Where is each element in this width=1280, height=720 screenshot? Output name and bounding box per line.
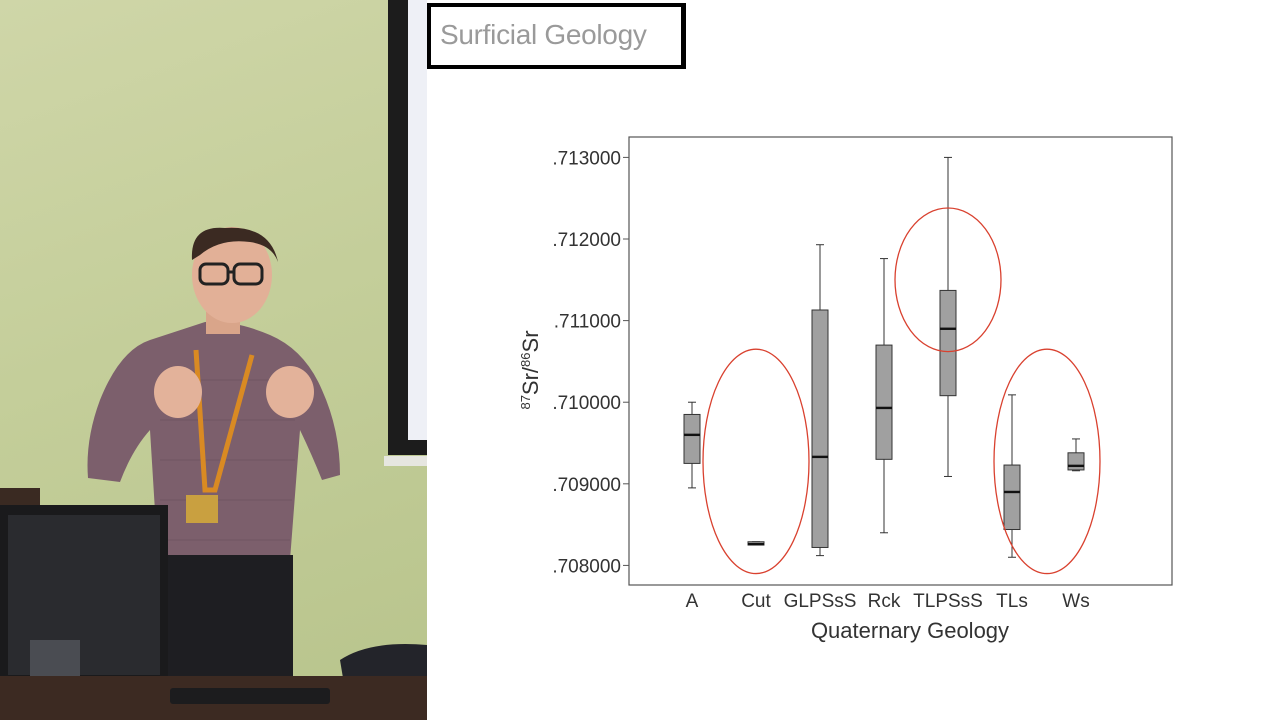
box-series (683, 156, 1085, 558)
iqr-box (683, 413, 701, 464)
x-tick-label: A (686, 591, 699, 612)
x-axis-labels: A Cut GLPSsS Rck TLPSsS TLs Ws (686, 591, 1090, 612)
y-tick-label: .708000 (552, 556, 621, 577)
box-tlpsss (939, 156, 957, 477)
y-axis-title-sup2: 86 (518, 352, 533, 366)
iqr-box (811, 309, 829, 548)
speaker-video-panel (0, 0, 427, 720)
box-glpsss (811, 244, 829, 557)
projection-screen-surface (408, 0, 427, 440)
plot-area-frame (628, 136, 1173, 586)
y-tick-label: .711000 (554, 312, 621, 333)
highlight-ellipses (702, 207, 1101, 575)
y-axis-title: 87Sr/86Sr (518, 330, 543, 409)
iqr-box (1003, 464, 1021, 531)
y-tick-label: .709000 (552, 475, 621, 496)
screen-bracket (384, 456, 427, 466)
x-axis-title: Quaternary Geology (811, 618, 1009, 643)
highlight-ellipse-cut (702, 348, 810, 575)
x-tick-label: Rck (868, 591, 901, 612)
y-tick-label: .710000 (552, 393, 621, 414)
y-axis-title-sup1: 87 (518, 395, 533, 409)
iqr-box (875, 344, 893, 460)
y-axis-title-main2: Sr (518, 330, 543, 352)
box-a (683, 401, 701, 489)
y-tick-label: .712000 (552, 230, 621, 251)
x-tick-label: GLPSsS (784, 591, 857, 612)
slide-title-box: Surficial Geology (427, 3, 686, 69)
highlight-ellipse-tls (993, 348, 1101, 575)
box-tls (1003, 394, 1021, 558)
box-cut (747, 541, 765, 546)
boxplot-chart: .708000 .709000 .710000 .711000 .712000 .7130… (518, 136, 1173, 643)
x-tick-label: Ws (1062, 591, 1089, 612)
box-rck (875, 258, 893, 534)
presentation-slide: Surficial Geology .708000 .709000 .710000.… (427, 0, 1280, 720)
x-tick-label: TLPSsS (913, 591, 983, 612)
box-ws (1067, 438, 1085, 472)
iqr-box (1067, 452, 1085, 471)
y-tick-label: .713000 (552, 148, 621, 169)
highlight-ellipse-tlpsss (894, 207, 1002, 353)
y-axis-ticks: .708000 .709000 .710000 .711000 .712000 .7130… (552, 148, 629, 577)
x-tick-label: TLs (996, 591, 1028, 612)
slide-title: Surficial Geology (440, 19, 647, 50)
x-tick-label: Cut (741, 591, 771, 612)
iqr-box (939, 289, 957, 397)
y-axis-title-main1: Sr/ (518, 366, 543, 395)
